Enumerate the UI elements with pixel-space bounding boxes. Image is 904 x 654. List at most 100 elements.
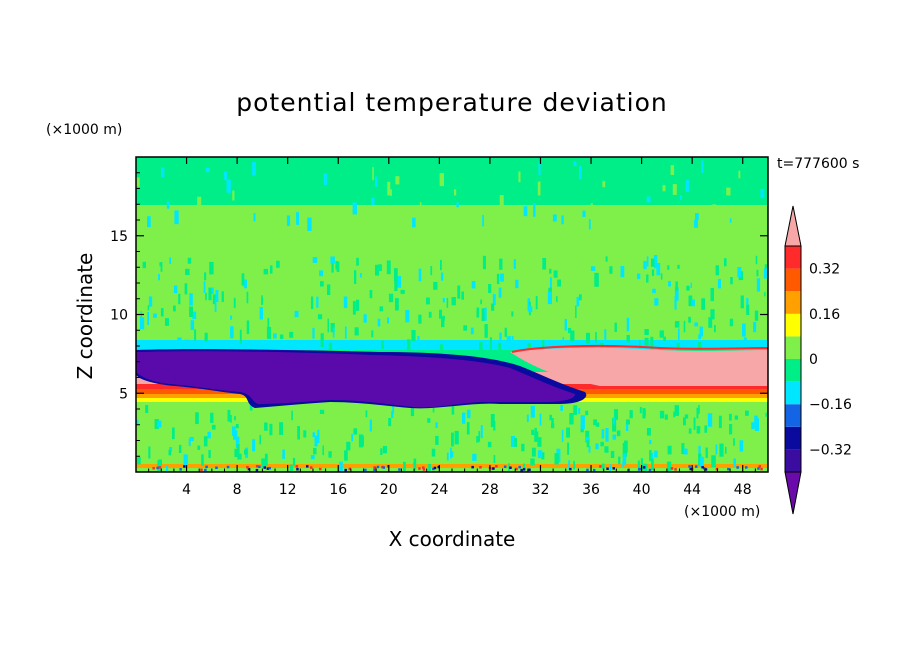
texture-cell: [205, 292, 207, 301]
texture-cell: [461, 412, 466, 424]
texture-cell: [528, 306, 533, 313]
texture-cell: [433, 281, 438, 290]
surface-speckle: [255, 468, 259, 472]
texture-cell: [729, 318, 734, 327]
surface-speckle: [376, 465, 380, 469]
texture-cell: [676, 342, 680, 348]
surface-speckle: [373, 466, 376, 469]
texture-cell: [189, 436, 194, 442]
texture-cell: [537, 437, 542, 447]
surface-speckle: [179, 468, 182, 471]
texture-cell: [230, 326, 234, 339]
texture-cell: [479, 341, 483, 353]
texture-cell: [674, 321, 680, 328]
texture-cell: [535, 215, 540, 221]
surface-speckle: [296, 468, 299, 471]
texture-cell: [323, 173, 328, 185]
texture-cell: [418, 314, 422, 324]
colorbar-bin: [785, 381, 801, 405]
texture-cell: [640, 458, 643, 471]
texture-cell: [226, 179, 231, 193]
texture-cell: [292, 457, 296, 466]
cold-pool-inner: [136, 351, 575, 408]
texture-cell: [411, 330, 416, 342]
texture-cell: [526, 414, 529, 422]
texture-cell: [610, 450, 615, 458]
texture-cell: [514, 437, 517, 447]
surface-speckle: [479, 466, 482, 469]
cold-pool-lobe: [215, 375, 305, 391]
texture-cell: [148, 296, 153, 307]
texture-cell: [511, 336, 514, 349]
texture-cell: [541, 452, 545, 460]
time-label: t=777600 s: [777, 156, 859, 172]
texture-cell: [442, 298, 445, 303]
texture-cell: [331, 263, 334, 273]
texture-cell: [471, 281, 476, 289]
texture-cell: [551, 423, 555, 429]
texture-cell: [576, 296, 580, 307]
texture-cell: [343, 296, 348, 309]
texture-cell: [614, 322, 617, 332]
texture-cell: [579, 294, 582, 301]
texture-cell: [291, 410, 293, 421]
colorbar-bin: [785, 426, 801, 450]
texture-cell: [328, 342, 333, 357]
texture-cell: [534, 427, 537, 436]
texture-cell: [320, 281, 324, 287]
texture-cell: [178, 444, 182, 453]
texture-cell: [214, 299, 217, 312]
surface-speckle: [703, 467, 706, 470]
texture-cell: [537, 181, 541, 196]
texture-cell: [601, 429, 605, 439]
texture-cell: [211, 424, 216, 430]
texture-cell: [147, 216, 151, 228]
surface-speckle: [386, 465, 390, 468]
surface-speckle: [437, 465, 440, 469]
texture-cell: [500, 273, 504, 282]
texture-cell: [651, 452, 654, 459]
texture-cell: [522, 463, 525, 469]
texture-cell: [567, 442, 570, 455]
texture-cell: [614, 409, 618, 420]
texture-cell: [158, 459, 162, 471]
texture-cell: [259, 434, 262, 445]
surface-speckle: [266, 467, 270, 470]
surface-speckle: [760, 467, 763, 471]
texture-cell: [234, 448, 238, 458]
texture-cell: [330, 323, 335, 333]
plot-area: [136, 157, 768, 472]
texture-cell: [317, 429, 320, 443]
texture-cell: [539, 413, 542, 426]
texture-cell: [230, 315, 233, 320]
texture-cell: [570, 330, 575, 342]
texture-cell: [192, 311, 197, 320]
texture-cell: [344, 450, 348, 461]
texture-cell: [381, 340, 384, 349]
texture-cell: [189, 306, 193, 317]
texture-cell: [266, 326, 272, 339]
texture-cell: [441, 316, 445, 328]
texture-cell: [313, 447, 317, 455]
texture-cell: [643, 260, 647, 270]
texture-cell: [210, 412, 214, 423]
texture-cell: [145, 405, 149, 413]
texture-cell: [718, 415, 722, 429]
texture-cell: [636, 273, 641, 280]
colorbar-bin: [785, 246, 801, 269]
texture-cell: [147, 312, 150, 325]
colorbar-frame: [784, 245, 802, 473]
colorbar-bin: [785, 313, 801, 337]
texture-cell: [463, 325, 468, 331]
texture-cell: [751, 422, 755, 430]
surface-speckle: [364, 468, 367, 472]
texture-cell: [276, 260, 280, 268]
texture-cell: [450, 447, 452, 459]
texture-cell: [612, 418, 617, 432]
texture-cell: [253, 213, 256, 222]
texture-cell: [573, 460, 575, 470]
texture-cell: [643, 410, 646, 416]
texture-cell: [236, 444, 240, 457]
texture-cell: [387, 181, 391, 196]
texture-cell: [173, 285, 178, 294]
